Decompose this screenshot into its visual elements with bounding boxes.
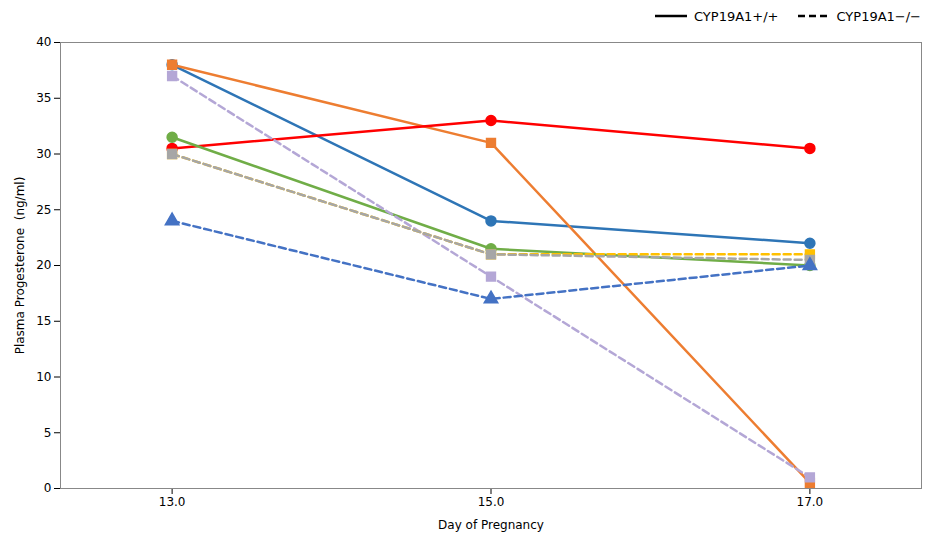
- html-text:CYP19A1−/−: CYP19A1−/−: [836, 8, 921, 24]
- svg-text:30: 30: [36, 147, 51, 161]
- svg-text:13.0: 13.0: [159, 495, 186, 509]
- svg-text:15.0: 15.0: [478, 495, 505, 509]
- svg-text:10: 10: [36, 370, 51, 384]
- svg-text:20: 20: [36, 258, 51, 272]
- html-text:CYP19A1+/+: CYP19A1+/+: [694, 8, 779, 24]
- svg-text:35: 35: [36, 91, 51, 105]
- svg-text:5: 5: [44, 426, 52, 440]
- svg-text:0: 0: [44, 481, 52, 495]
- svg-text:40: 40: [36, 35, 51, 49]
- svg-text:Plasma Progesterone (ng/ml): Plasma Progesterone (ng/ml): [13, 177, 27, 355]
- svg-text:15: 15: [36, 314, 51, 328]
- svg-text:25: 25: [36, 203, 51, 217]
- svg-text:Day of Pregnancy: Day of Pregnancy: [438, 518, 544, 532]
- svg-text:17.0: 17.0: [797, 495, 824, 509]
